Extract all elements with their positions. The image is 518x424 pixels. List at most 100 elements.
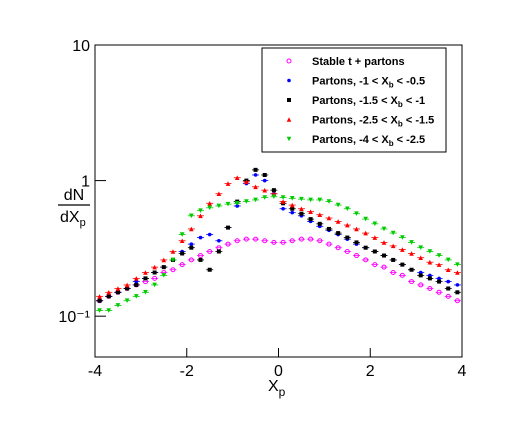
marker: [198, 235, 203, 240]
marker: [115, 290, 120, 295]
marker: [335, 219, 341, 224]
legend: Stable t + partons Partons, -1 < Xb < -0.…: [261, 47, 447, 153]
marker: [354, 240, 359, 245]
legend-label: Stable t + partons: [312, 56, 405, 68]
marker: [216, 249, 221, 254]
marker: [133, 294, 139, 299]
marker: [152, 282, 157, 288]
marker: [134, 282, 139, 287]
marker: [115, 286, 121, 291]
marker: [287, 78, 291, 83]
marker: [427, 276, 432, 281]
marker: [286, 136, 292, 142]
marker: [244, 199, 249, 204]
marker: [308, 217, 313, 222]
legend-label-part: < -1.5: [403, 115, 435, 127]
marker: [216, 191, 222, 197]
marker: [170, 267, 176, 273]
marker: [455, 283, 460, 287]
marker: [326, 215, 332, 221]
marker: [345, 235, 350, 240]
marker: [281, 206, 285, 211]
y-axis-title-denominator: dXp: [60, 209, 86, 229]
marker: [280, 239, 286, 245]
marker: [299, 211, 304, 216]
y-tick-label: 1: [81, 174, 90, 191]
legend-label: Partons, -1.5 < Xb < -1: [312, 95, 425, 109]
marker: [234, 238, 240, 244]
legend-label-part: Partons, -1.5 < X: [312, 95, 399, 107]
marker: [308, 209, 313, 214]
marker: [225, 181, 231, 186]
marker: [188, 257, 194, 263]
marker: [326, 241, 332, 247]
marker: [262, 187, 268, 193]
marker: [124, 282, 130, 288]
marker: [97, 298, 102, 303]
marker: [234, 175, 240, 181]
y-axis-title-denominator-sub: p: [80, 217, 86, 229]
legend-label-part: < -1: [403, 95, 425, 107]
marker: [335, 245, 341, 251]
marker: [298, 236, 304, 242]
marker: [326, 199, 332, 204]
marker: [400, 262, 405, 267]
marker: [372, 249, 377, 254]
legend-label: Partons, -1 < Xb < -0.5: [312, 76, 425, 90]
marker: [363, 230, 368, 236]
marker: [427, 249, 433, 254]
marker: [418, 255, 424, 260]
marker: [152, 264, 157, 270]
marker: [106, 290, 112, 295]
marker: [287, 98, 291, 102]
x-tick-label: 4: [458, 363, 467, 380]
marker: [418, 273, 423, 278]
marker: [280, 195, 286, 200]
marker: [317, 197, 323, 203]
y-tick-label: 10⁻¹: [58, 309, 90, 326]
marker: [271, 239, 277, 245]
x-axis-title-sub: p: [279, 385, 286, 399]
marker: [427, 286, 433, 292]
marker: [143, 290, 148, 295]
marker: [207, 232, 212, 237]
marker: [409, 279, 415, 285]
marker: [418, 245, 424, 250]
marker: [189, 226, 194, 232]
marker: [152, 275, 158, 281]
marker: [345, 206, 350, 212]
marker: [363, 216, 368, 222]
legend-label-sub: b: [389, 81, 394, 90]
marker: [308, 236, 314, 242]
marker: [225, 241, 231, 247]
marker: [198, 257, 203, 262]
marker: [289, 238, 295, 244]
marker: [189, 245, 194, 250]
marker: [106, 308, 112, 313]
marker: [207, 248, 213, 254]
marker: [244, 179, 249, 185]
marker: [161, 265, 166, 270]
marker: [253, 173, 258, 177]
marker: [290, 210, 295, 215]
marker: [179, 238, 185, 244]
marker: [217, 238, 221, 243]
marker: [354, 211, 359, 216]
marker: [436, 289, 442, 295]
marker: [286, 117, 292, 122]
x-tick-label: 2: [366, 363, 375, 380]
marker: [235, 204, 240, 208]
marker: [97, 294, 102, 299]
marker: [207, 267, 212, 272]
legend-label-part: Partons, -4 < X: [312, 134, 389, 146]
marker: [409, 240, 414, 245]
marker: [436, 262, 442, 267]
legend-label-part: Partons, -2.5 < X: [312, 115, 399, 127]
marker: [427, 259, 433, 265]
y-tick-label: 10: [72, 38, 90, 55]
marker: [354, 226, 359, 232]
marker: [170, 257, 176, 263]
marker: [198, 213, 203, 219]
marker: [308, 197, 313, 203]
marker: [106, 294, 111, 299]
